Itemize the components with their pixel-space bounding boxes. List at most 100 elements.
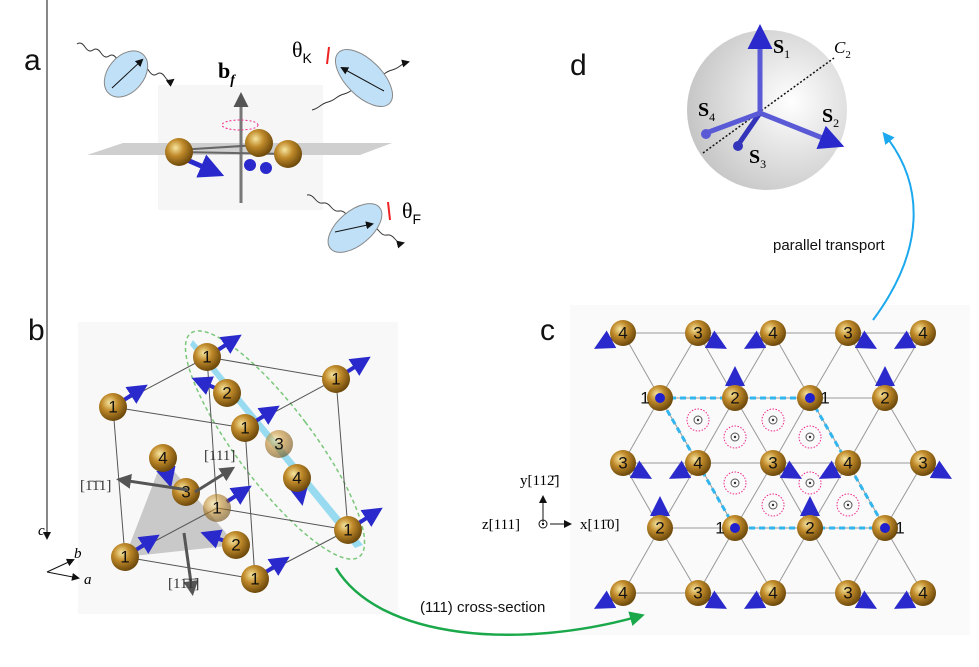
atom	[910, 450, 936, 476]
site-one-label: 1	[895, 519, 904, 538]
atom	[610, 450, 636, 476]
lattice-site: 3	[610, 450, 653, 479]
spin-arrow	[215, 334, 242, 354]
lattice-site: 4	[593, 580, 636, 609]
parallel-transport-arrow	[872, 131, 915, 321]
parallel-transport-label: parallel transport	[773, 237, 886, 254]
lattice-axes: y[112̄] z[111] x[11̄0]	[482, 473, 619, 533]
lattice-site: 2	[872, 366, 898, 411]
spin-arrow	[133, 534, 160, 554]
lattice-site: 3	[760, 450, 803, 479]
atom-label: 1	[120, 548, 129, 567]
chirality-icon	[723, 471, 747, 495]
atom	[760, 450, 786, 476]
incident-light	[76, 42, 175, 98]
atom: 1	[193, 334, 242, 371]
kerr-angle-label: θK	[292, 37, 313, 66]
panel-label-b: b	[28, 314, 45, 347]
atom: 3	[172, 478, 200, 506]
out-of-plane-spin	[730, 523, 740, 533]
atom-label: 3	[918, 454, 927, 473]
atom: 1	[322, 356, 371, 393]
atom: 1	[99, 384, 148, 421]
atom-label: 3	[693, 584, 702, 603]
atom	[647, 515, 673, 541]
atom	[760, 320, 786, 346]
panel-d: d S1 S2 S3 S4 C2	[570, 24, 851, 190]
atom-label: 4	[693, 454, 702, 473]
lattice-site: 4	[743, 580, 786, 609]
spin-arrow	[344, 356, 371, 376]
lattice-site: 2	[722, 366, 748, 411]
cube-edge	[112, 406, 246, 429]
out-of-plane-spin	[805, 393, 815, 403]
field-label: bf	[218, 58, 236, 88]
atom	[872, 385, 898, 411]
atom: 1	[203, 485, 252, 522]
spin-sphere	[687, 30, 847, 190]
atom-label: 1	[240, 419, 249, 438]
atom-label: 2	[222, 384, 231, 403]
lattice-site: 4	[893, 320, 936, 349]
atom-label: 1	[250, 570, 259, 589]
out-of-plane-spin	[880, 523, 890, 533]
atom-label: 4	[158, 449, 167, 468]
lattice-site: 2	[797, 496, 823, 541]
atom	[797, 515, 823, 541]
chirality-icon	[761, 408, 785, 432]
crystal-axes: c b a	[38, 0, 92, 588]
c2-label: C2	[834, 38, 851, 61]
reflected-light: θK	[292, 37, 410, 111]
atom	[610, 320, 636, 346]
atom	[685, 580, 711, 606]
transmitted-light: θF	[306, 194, 421, 253]
atom-label: 3	[693, 324, 702, 343]
atom	[835, 450, 861, 476]
atom	[722, 385, 748, 411]
atom-label: 4	[768, 584, 777, 603]
atom-label: 4	[292, 469, 301, 488]
atom	[165, 138, 193, 166]
atom: 1	[241, 556, 290, 593]
chirality-icon	[798, 425, 822, 449]
lattice-site: 3	[835, 320, 878, 349]
chirality-icon	[686, 408, 710, 432]
lattice-site	[647, 385, 673, 411]
lattice-site: 4	[743, 320, 786, 349]
direction-label: [111]	[204, 448, 235, 464]
panel-label-a: a	[24, 44, 41, 77]
spin-label-s4: S4	[698, 99, 715, 124]
atom-label: 3	[843, 324, 852, 343]
atom: 3	[265, 430, 293, 458]
axis-x: x[11̄0]	[580, 517, 619, 533]
lattice-site: 2	[647, 496, 673, 541]
out-of-plane-spin	[655, 393, 665, 403]
precession-icon	[221, 119, 259, 131]
lattice-site	[722, 515, 748, 541]
atom-label: 4	[618, 324, 627, 343]
axis-z: z[111]	[482, 517, 520, 533]
atom-label: 3	[768, 454, 777, 473]
atom-label: 4	[918, 324, 927, 343]
atom	[245, 129, 273, 157]
c2-axis	[702, 57, 835, 154]
atom	[685, 320, 711, 346]
spin-arrow	[263, 556, 290, 576]
spin-arrow	[253, 405, 280, 425]
spin-label-s3: S3	[749, 146, 766, 171]
cube-edge	[216, 507, 349, 531]
spin-s3	[735, 110, 763, 148]
atom	[760, 580, 786, 606]
lattice-site: 3	[910, 450, 953, 479]
atom	[835, 580, 861, 606]
atom-label: 3	[181, 483, 190, 502]
lattice-site: 3	[685, 320, 728, 349]
atom: 4	[283, 464, 311, 506]
chirality-icon	[836, 493, 860, 517]
spin-arrow	[121, 384, 148, 404]
direction-label: [1̄1̄1]	[80, 478, 111, 494]
spin-arrow	[225, 485, 252, 505]
atom	[274, 140, 302, 168]
